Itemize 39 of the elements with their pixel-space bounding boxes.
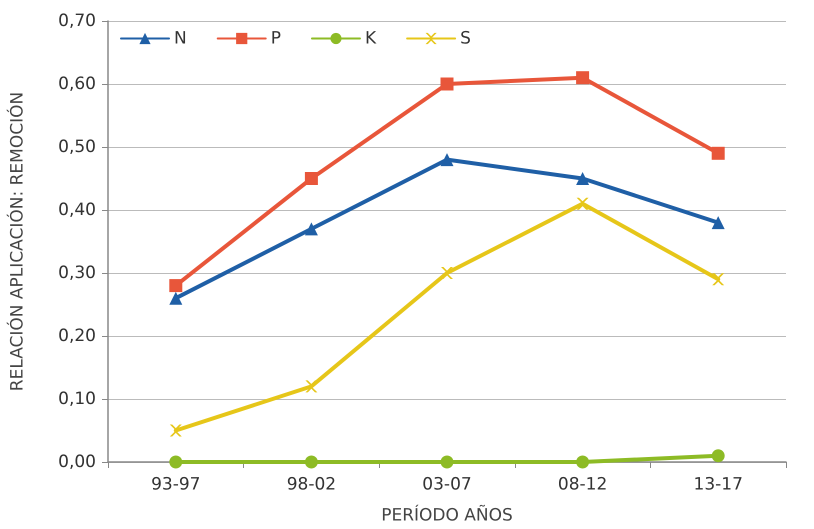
x-axis-title: PERÍODO AÑOS: [381, 504, 513, 526]
point: [440, 78, 454, 90]
point: [304, 172, 318, 185]
point: [712, 146, 725, 160]
point: [440, 456, 454, 468]
point: [712, 449, 725, 462]
legend-label: N: [174, 28, 187, 48]
point: [441, 267, 453, 279]
y-tick-label: 0,20: [58, 326, 96, 346]
y-tick-label: 0,00: [58, 452, 96, 472]
y-tick-label: 0,60: [58, 74, 96, 94]
legend-label: K: [364, 28, 377, 48]
point: [440, 153, 454, 166]
x-tick-label: 13-17: [693, 474, 743, 494]
point: [169, 292, 182, 305]
point: [305, 380, 318, 392]
y-tick-label: 0,70: [58, 11, 96, 31]
y-tick-label: 0,50: [58, 137, 96, 157]
x-tick-label: 03-07: [422, 474, 472, 494]
point: [576, 172, 590, 185]
point: [169, 456, 182, 468]
point: [712, 216, 725, 230]
x-tick-label: 93-97: [151, 474, 201, 494]
y-tick-label: 0,10: [58, 389, 96, 409]
point: [712, 273, 724, 286]
x-tick-label: 08-12: [558, 474, 608, 494]
point: [304, 222, 318, 236]
y-tick-label: 0,30: [58, 263, 96, 283]
legend-label: P: [270, 28, 281, 48]
y-tick-label: 0,40: [58, 200, 96, 220]
point: [576, 456, 590, 468]
point: [576, 71, 590, 84]
y-axis-title: RELACIÓN APLICACIÓN: REMOCIÓN: [6, 92, 28, 392]
x-tick-label: 98-02: [286, 474, 336, 494]
point: [170, 424, 182, 436]
point: [169, 279, 182, 292]
point: [576, 198, 589, 210]
point: [304, 456, 318, 468]
legend-label: S: [460, 28, 471, 48]
